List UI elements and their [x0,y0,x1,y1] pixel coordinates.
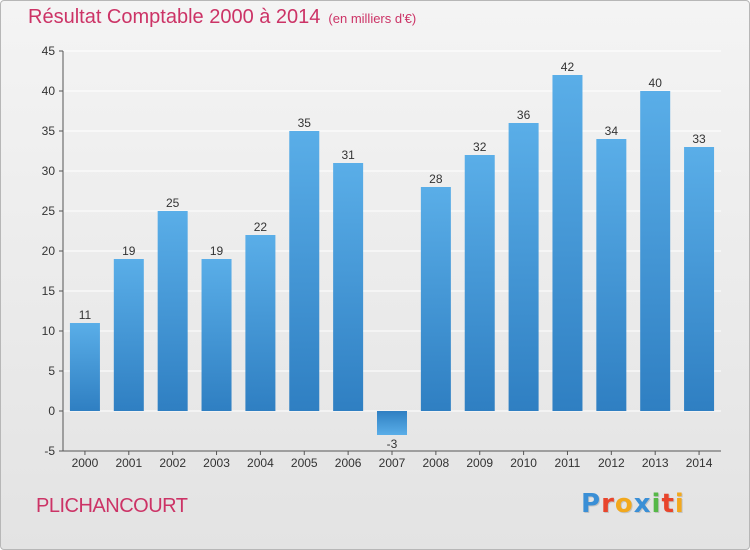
brand-letter: o [614,489,634,519]
bar-2002 [157,211,188,411]
x-tick-label: 2004 [247,456,274,470]
y-tick-label: 15 [42,284,56,298]
data-label: 19 [122,244,136,258]
chart-subtitle: (en milliers d'€) [328,11,417,26]
y-tick-label: 30 [42,164,56,178]
data-label: 42 [561,60,575,74]
bar-2008 [420,187,451,411]
bars [69,75,715,435]
data-label: 28 [429,172,443,186]
x-tick-label: 2010 [510,456,537,470]
data-label: 36 [517,108,531,122]
x-tick-label: 2002 [159,456,186,470]
bar-2001 [113,259,144,411]
data-label: 22 [254,220,268,234]
bar-2014 [684,147,715,411]
data-label: 40 [649,76,663,90]
y-tick-label: 35 [42,124,56,138]
bar-2000 [69,323,100,411]
brand-logo: Proxiti [581,489,685,519]
brand-letter: x [633,489,652,519]
data-label: 35 [298,116,312,130]
x-tick-label: 2006 [335,456,362,470]
x-tick-label: 2011 [555,456,581,470]
y-tick-label: 0 [48,404,55,418]
x-tick-label: 2008 [423,456,450,470]
axes: -5 0 5 10 15 20 25 30 35 40 45 2000 2001 2002 2003 2004… [42,44,721,470]
bar-2012 [596,139,627,411]
data-label: 31 [341,148,355,162]
commune-name: PLICHANCOURT [36,495,188,517]
bar-2004 [245,235,276,411]
bar-2010 [508,123,539,411]
data-label: 34 [605,124,619,138]
y-tick-label: 5 [48,364,55,378]
bar-2006 [333,163,364,411]
x-tick-label: 2014 [686,456,713,470]
x-tick-label: 2001 [115,456,142,470]
data-labels: 11 19 25 19 22 35 31 -3 28 32 36 42 34 40 33 [79,60,706,451]
brand-letter: P [581,489,602,519]
brand-letter: i [651,489,662,519]
x-tick-label: 2013 [642,456,669,470]
bar-2013 [640,91,671,411]
data-label: -3 [387,437,398,451]
data-label: 33 [692,132,706,146]
data-label: 25 [166,196,180,210]
x-tick-label: 2000 [72,456,99,470]
y-tick-label: 45 [42,44,56,58]
data-label: 19 [210,244,224,258]
bar-2007 [377,411,407,435]
y-tick-label: 10 [42,324,56,338]
y-tick-label: 40 [42,84,56,98]
x-tick-label: 2005 [291,456,318,470]
brand-letter: t [661,489,675,519]
x-tick-label: 2007 [379,456,406,470]
data-label: 11 [79,308,92,322]
chart-title: Résultat Comptable 2000 à 2014 (en millie… [28,6,416,29]
x-tick-label: 2009 [466,456,493,470]
bar-2005 [289,131,320,411]
x-tick-label: 2003 [203,456,230,470]
bar-2003 [201,259,232,411]
y-tick-label: 20 [42,244,56,258]
brand-letter: i [674,489,685,519]
bar-2009 [464,155,495,411]
chart-title-text: Résultat Comptable 2000 à 2014 [28,6,321,28]
y-tick-label: 25 [42,204,56,218]
y-tick-label: -5 [44,444,55,458]
x-tick-label: 2012 [598,456,625,470]
brand-letter: r [601,489,615,519]
bar-2011 [552,75,583,411]
data-label: 32 [473,140,487,154]
